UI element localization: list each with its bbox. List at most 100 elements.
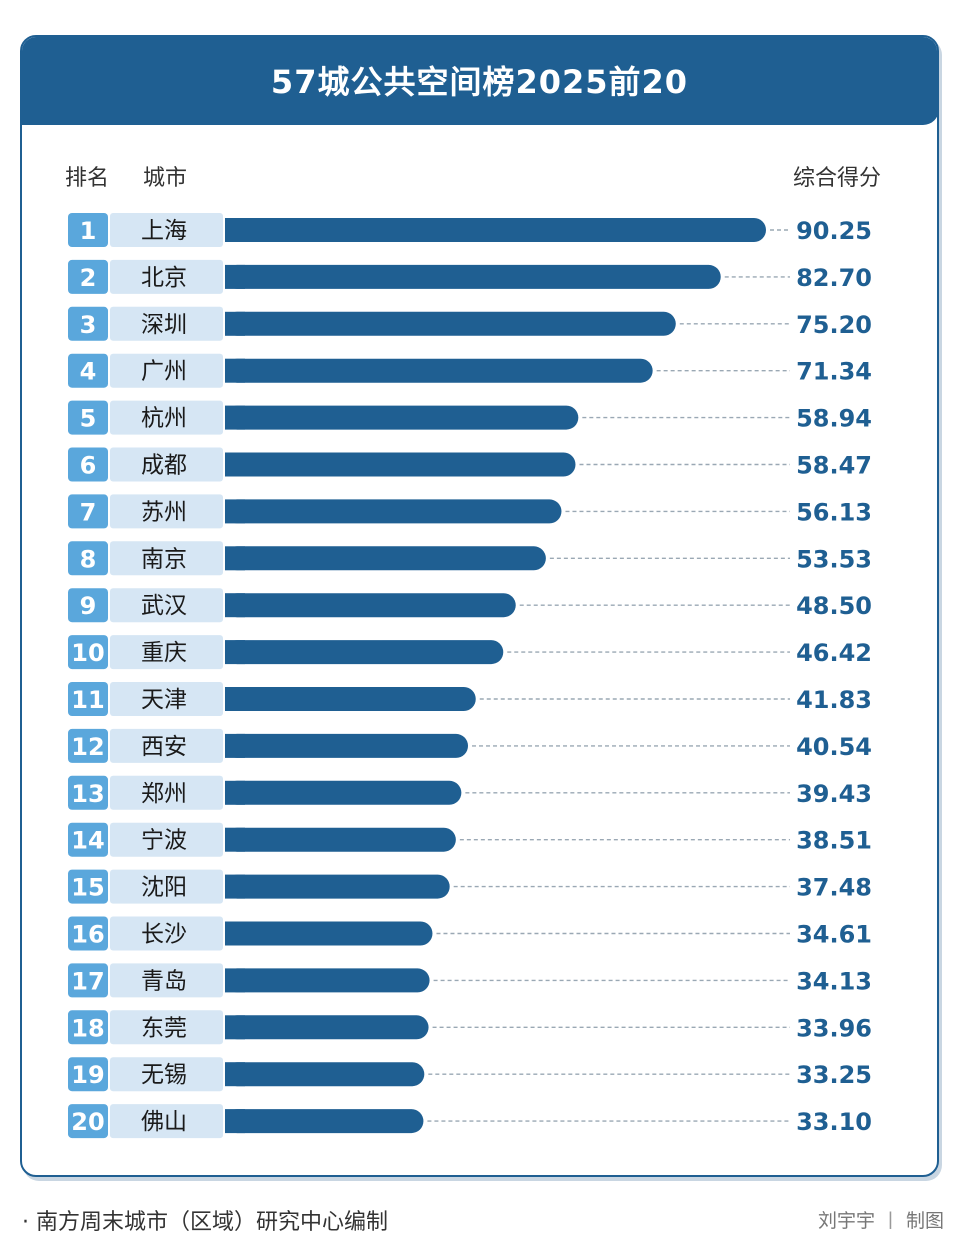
bar-left-edge bbox=[225, 311, 245, 336]
bar-left-edge bbox=[225, 874, 245, 899]
credit-label: 制图 bbox=[905, 1210, 944, 1232]
rank-badge bbox=[68, 1104, 108, 1139]
rank-badge bbox=[68, 1057, 108, 1092]
rank-label: 16 bbox=[71, 921, 104, 949]
bar-left-edge bbox=[225, 687, 245, 711]
bar bbox=[225, 874, 450, 899]
value-label: 40.54 bbox=[796, 733, 872, 761]
city-cell bbox=[110, 682, 223, 716]
value-label: 37.48 bbox=[796, 874, 872, 902]
city-cell bbox=[110, 213, 223, 247]
title-banner: 57城公共空间榜2025前20 bbox=[22, 37, 937, 125]
bar bbox=[225, 921, 433, 946]
bar-left-edge bbox=[225, 499, 245, 524]
value-label: 38.51 bbox=[796, 827, 872, 855]
rank-badge bbox=[68, 447, 108, 482]
bar-left-edge bbox=[225, 827, 245, 852]
city-cell bbox=[110, 494, 223, 529]
rank-label: 20 bbox=[71, 1108, 104, 1136]
bar-left-edge bbox=[225, 921, 245, 946]
bar bbox=[225, 264, 721, 289]
bar-left-edge bbox=[225, 452, 245, 477]
rank-label: 5 bbox=[80, 405, 97, 433]
category-label: 宁波 bbox=[141, 828, 187, 854]
bar-left-edge bbox=[225, 1109, 245, 1134]
category-label: 南京 bbox=[141, 546, 187, 572]
value-label: 39.43 bbox=[796, 780, 872, 808]
header-city: 城市 bbox=[143, 166, 188, 191]
category-label: 郑州 bbox=[141, 781, 187, 807]
category-label: 苏州 bbox=[141, 499, 187, 525]
rank-label: 3 bbox=[80, 311, 97, 339]
chart-title: 57城公共空间榜2025前20 bbox=[270, 63, 689, 101]
value-label: 75.20 bbox=[796, 311, 872, 339]
rank-badge bbox=[68, 682, 108, 716]
value-label: 71.34 bbox=[796, 358, 872, 386]
bar bbox=[225, 780, 462, 805]
bar-left-edge bbox=[225, 264, 245, 289]
bar-left-edge bbox=[225, 1015, 245, 1040]
value-label: 33.25 bbox=[796, 1061, 872, 1089]
value-label: 90.25 bbox=[796, 217, 872, 245]
category-label: 广州 bbox=[141, 359, 187, 385]
author-name: 刘宇宇 bbox=[817, 1210, 875, 1232]
bar-left-edge bbox=[225, 1062, 245, 1087]
bar bbox=[225, 733, 469, 758]
bar bbox=[225, 1062, 425, 1087]
value-label: 34.61 bbox=[796, 921, 872, 949]
rank-badge bbox=[68, 916, 108, 951]
rank-badge bbox=[68, 259, 108, 294]
bar bbox=[225, 640, 504, 665]
category-label: 天津 bbox=[141, 687, 187, 713]
city-cell bbox=[110, 588, 223, 623]
category-label: 青岛 bbox=[141, 968, 187, 994]
category-label: 西安 bbox=[141, 734, 187, 760]
header-score: 综合得分 bbox=[793, 166, 882, 191]
category-label: 无锡 bbox=[141, 1062, 187, 1088]
rank-label: 10 bbox=[71, 639, 104, 667]
value-label: 48.50 bbox=[796, 592, 872, 620]
rank-badge bbox=[68, 353, 108, 388]
bar bbox=[225, 358, 653, 383]
city-cell bbox=[110, 869, 223, 904]
bar bbox=[225, 593, 516, 618]
bar-left-edge bbox=[225, 593, 245, 618]
category-label: 深圳 bbox=[141, 312, 187, 338]
bar bbox=[225, 827, 456, 852]
value-label: 46.42 bbox=[796, 639, 872, 667]
rank-label: 14 bbox=[71, 827, 104, 855]
category-label: 长沙 bbox=[141, 922, 187, 948]
rank-label: 12 bbox=[71, 733, 104, 761]
value-label: 82.70 bbox=[796, 264, 872, 292]
rank-label: 18 bbox=[71, 1014, 104, 1042]
value-label: 53.53 bbox=[796, 545, 872, 573]
bar-left-edge bbox=[225, 218, 245, 242]
city-cell bbox=[110, 1057, 223, 1092]
rank-badge bbox=[68, 635, 108, 670]
value-label: 33.10 bbox=[796, 1108, 872, 1136]
rank-badge bbox=[68, 400, 108, 435]
bar bbox=[225, 546, 546, 571]
city-cell bbox=[110, 1010, 223, 1045]
bar bbox=[225, 311, 676, 336]
city-cell bbox=[110, 353, 223, 388]
rank-badge bbox=[68, 494, 108, 529]
category-label: 杭州 bbox=[141, 406, 187, 432]
rank-badge bbox=[68, 775, 108, 810]
value-label: 58.47 bbox=[796, 452, 872, 480]
category-label: 东莞 bbox=[141, 1015, 187, 1041]
rank-badge bbox=[68, 963, 108, 998]
rank-label: 19 bbox=[71, 1061, 104, 1089]
rank-badge bbox=[68, 822, 108, 857]
bar-left-edge bbox=[225, 546, 245, 571]
value-label: 33.96 bbox=[796, 1014, 872, 1042]
category-label: 佛山 bbox=[141, 1109, 187, 1135]
rank-badge bbox=[68, 306, 108, 341]
bar-left-edge bbox=[225, 358, 245, 383]
rank-label: 2 bbox=[80, 264, 97, 292]
city-cell bbox=[110, 728, 223, 763]
city-cell bbox=[110, 916, 223, 951]
city-cell bbox=[110, 541, 223, 576]
rank-badge bbox=[68, 1010, 108, 1045]
